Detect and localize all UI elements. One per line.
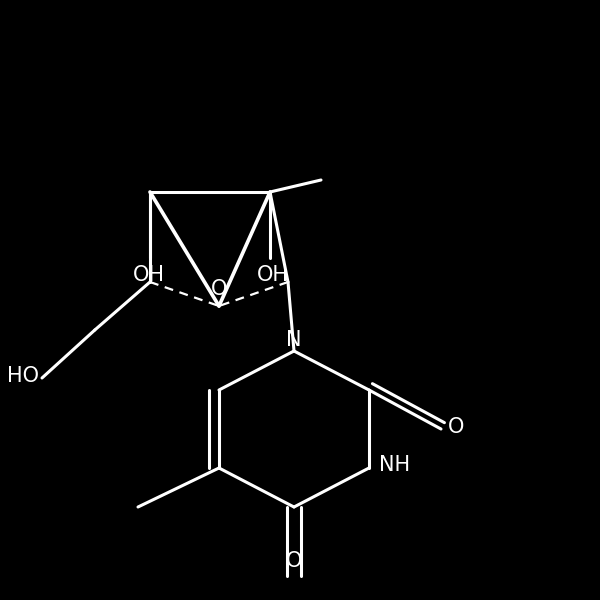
Text: HO: HO	[7, 366, 39, 386]
Text: O: O	[448, 417, 464, 437]
Text: OH: OH	[133, 265, 165, 285]
Text: OH: OH	[257, 265, 289, 285]
Text: N: N	[286, 330, 302, 350]
Text: O: O	[286, 551, 302, 571]
Text: O: O	[211, 279, 227, 299]
Text: NH: NH	[379, 455, 410, 475]
